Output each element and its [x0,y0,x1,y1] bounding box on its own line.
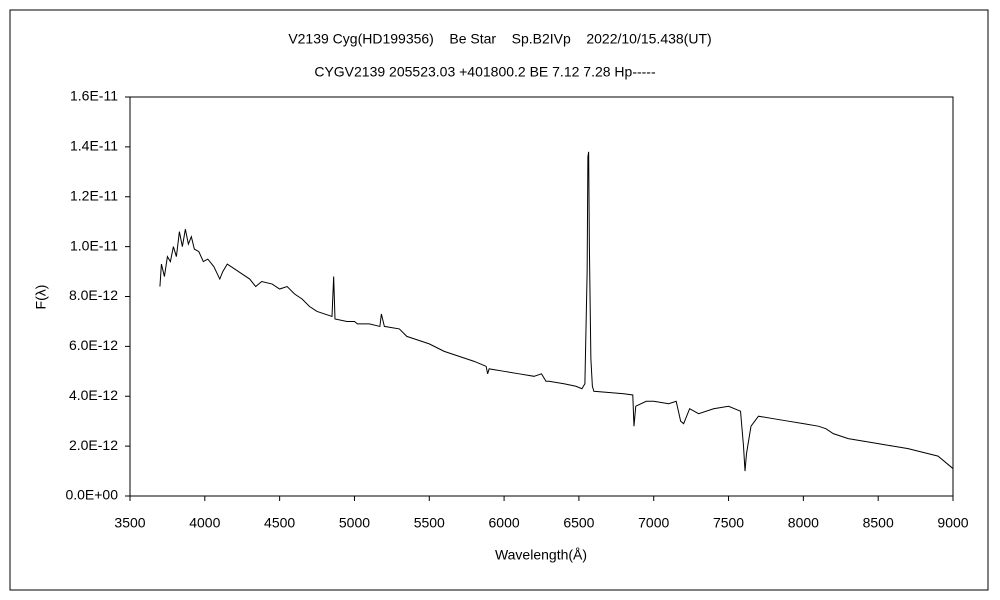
x-tick-label: 8000 [788,515,819,531]
y-tick-label: 1.4E-11 [70,138,118,154]
y-tick-label: 4.0E-12 [69,387,118,403]
y-tick-label: 6.0E-12 [69,337,118,353]
x-axis-label: Wavelength(Å) [495,547,587,563]
chart-title: V2139 Cyg(HD199356) Be Star Sp.B2IVp 202… [288,31,711,47]
y-axis-label: F(λ) [33,285,49,310]
y-tick-label: 1.2E-11 [70,187,118,203]
x-tick-label: 3500 [114,515,145,531]
x-tick-label: 9000 [937,515,968,531]
chart-border [9,9,989,591]
spectrum-line [159,151,954,472]
y-tick-label: 0.0E+00 [65,487,118,503]
x-tick-label: 6000 [489,515,520,531]
y-tick-label: 2.0E-12 [69,437,118,453]
y-tick-label: 1.6E-11 [70,88,118,104]
x-tick-label: 5000 [339,515,370,531]
chart-subtitle: CYGV2139 205523.03 +401800.2 BE 7.12 7.2… [314,64,656,80]
x-tick-label: 8500 [863,515,894,531]
x-tick-label: 4500 [264,515,295,531]
y-tick-label: 1.0E-11 [70,237,118,253]
x-tick-label: 4000 [189,515,220,531]
x-tick-label: 5500 [414,515,445,531]
y-tick-label: 8.0E-12 [69,287,118,303]
x-tick-label: 7000 [638,515,669,531]
x-tick-label: 7500 [713,515,744,531]
x-tick-label: 6500 [563,515,594,531]
